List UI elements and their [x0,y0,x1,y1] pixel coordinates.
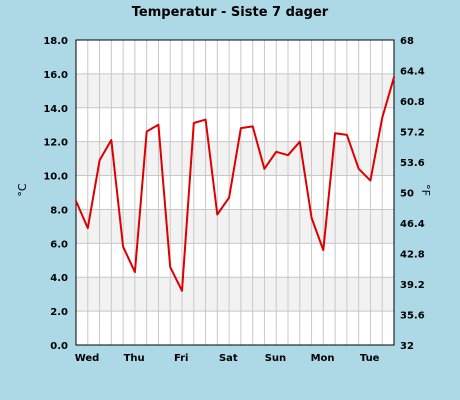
y2-tick-label: 35.6 [400,311,425,322]
temperature-line [75,76,395,292]
plot-border [75,39,395,346]
y2-tick-label: 53.6 [400,158,425,169]
grid-band [76,209,394,244]
x-tick-label: Tue [360,353,380,364]
y-tick-label: 0.0 [50,341,68,352]
y-tick-label: 16.0 [43,70,68,81]
plot-area: 0.0 2.0 4.0 6.0 8.0 10.0 12.0 14.0 16.0 18.0 32 35.… [43,36,424,364]
x-tick-label: Mon [311,353,335,364]
y2-tick-label: 68 [400,36,414,47]
y2-tick-label: 32 [400,341,414,352]
x-tick-label: Fri [174,353,189,364]
x-tick-label: Sat [219,353,238,364]
y-tick-label: 6.0 [50,239,68,250]
x-tick-label: Sun [265,353,286,364]
grid-band [76,277,394,312]
y2-tick-label: 50 [400,189,414,200]
y2-tick-label: 64.4 [400,67,425,78]
y-tick-label: 10.0 [43,172,68,183]
y-tick-label: 8.0 [50,205,68,216]
y2-tick-label: 42.8 [400,250,425,261]
y2-tick-label: 60.8 [400,97,425,108]
x-tick-label: Thu [124,353,145,364]
y2-tick-label: 39.2 [400,280,425,291]
x-tick-label: Wed [75,353,100,364]
y2-tick-label: 46.4 [400,219,425,230]
y-tick-label: 2.0 [50,307,68,318]
y-tick-label: 14.0 [43,104,68,115]
y2-tick-label: 57.2 [400,128,425,139]
y-axis-label: °C [16,183,29,197]
grid-band [76,73,394,108]
y-tick-label: 18.0 [43,36,68,47]
y2-axis-label: °F [419,184,432,196]
y-tick-label: 12.0 [43,138,68,149]
y-tick-label: 4.0 [50,273,68,284]
chart-title: Temperatur - Siste 7 dager [132,5,329,20]
